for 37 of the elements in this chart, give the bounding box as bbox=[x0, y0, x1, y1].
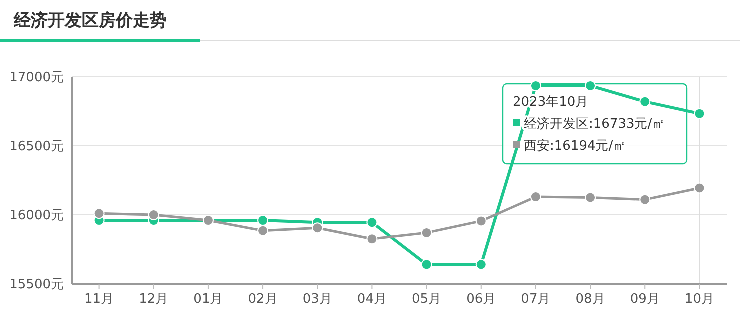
point bbox=[312, 222, 324, 234]
point bbox=[148, 210, 160, 220]
y-tick-label: 16500元 bbox=[10, 140, 64, 155]
point bbox=[694, 182, 706, 194]
point bbox=[476, 216, 487, 227]
point bbox=[421, 227, 432, 238]
point bbox=[640, 96, 651, 108]
point bbox=[258, 215, 269, 226]
x-tick-label: 06月 bbox=[466, 292, 496, 307]
x-tick-label: 12月 bbox=[139, 292, 169, 307]
point bbox=[585, 80, 596, 92]
y-tick-label: 15500元 bbox=[10, 278, 64, 293]
x-tick-label: 03月 bbox=[302, 292, 332, 307]
annotation: 西安:16194元/㎡ bbox=[524, 138, 626, 154]
x-tick-label: 04月 bbox=[357, 292, 387, 307]
point bbox=[476, 259, 487, 270]
y-tick-label: 16000元 bbox=[10, 208, 64, 224]
chart-title: 经济开发区房价走势 bbox=[13, 11, 167, 31]
point bbox=[640, 194, 651, 206]
point bbox=[694, 108, 706, 120]
x-tick-label: 11月 bbox=[84, 292, 114, 307]
point bbox=[530, 192, 542, 203]
x-tick-label: 08月 bbox=[576, 292, 606, 307]
point bbox=[530, 80, 542, 92]
y-tick-label: 17000元 bbox=[10, 70, 64, 86]
x-tick-label: 07月 bbox=[521, 292, 551, 307]
x-tick-label: 10月 bbox=[684, 292, 714, 307]
point bbox=[421, 259, 432, 270]
point bbox=[366, 234, 378, 245]
x-tick-label: 09月 bbox=[630, 292, 660, 307]
point bbox=[258, 225, 269, 236]
x-tick-label: 02月 bbox=[248, 292, 278, 307]
point bbox=[585, 192, 596, 204]
x-tick-label: 01月 bbox=[194, 292, 224, 307]
point bbox=[366, 217, 378, 228]
point bbox=[94, 208, 105, 220]
x-tick-label: 05月 bbox=[412, 292, 442, 307]
